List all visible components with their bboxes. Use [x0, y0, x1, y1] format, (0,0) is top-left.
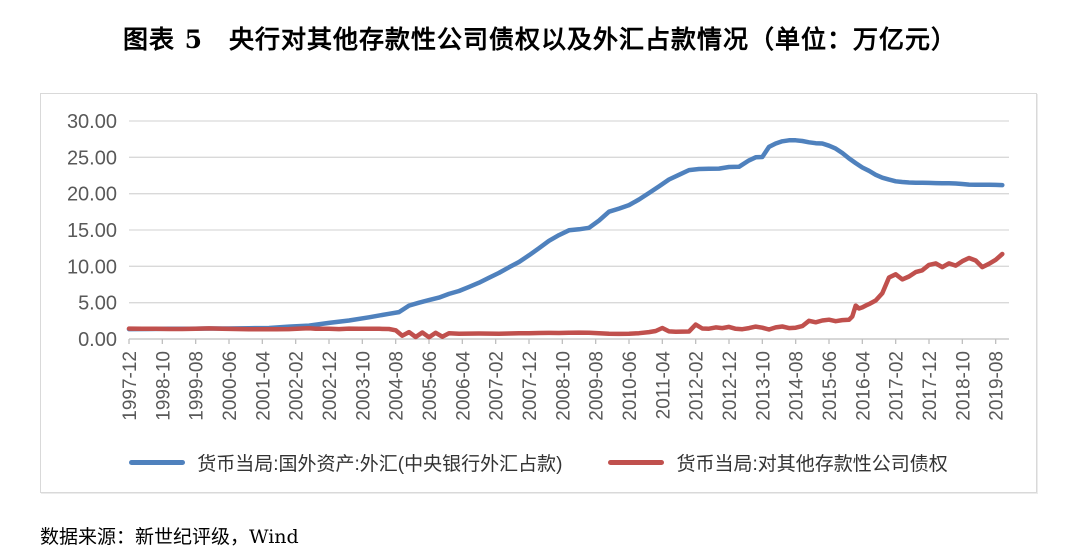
x-tick-label: 2002-12 — [320, 351, 341, 421]
x-tick-label: 1999-08 — [187, 351, 208, 421]
x-tick-label: 2017-02 — [887, 351, 908, 421]
y-tick-label: 25.00 — [67, 147, 117, 169]
legend-swatch-blue — [129, 460, 186, 465]
x-tick-label: 2006-04 — [453, 351, 474, 421]
x-tick-label: 2008-10 — [553, 351, 574, 421]
x-tick-label: 2005-06 — [420, 351, 441, 421]
series-line-0 — [126, 138, 1005, 332]
chart-legend: 货币当局:国外资产:外汇(中央银行外汇占款) 货币当局:对其他存款性公司债权 — [41, 449, 1036, 476]
y-tick-label: 10.00 — [67, 256, 117, 278]
x-tick-label: 2012-02 — [687, 351, 708, 421]
legend-label-claims: 货币当局:对其他存款性公司债权 — [676, 454, 948, 475]
y-tick-label: 5.00 — [78, 293, 117, 315]
x-tick-label: 2019-08 — [987, 351, 1008, 421]
y-tick-label: 15.00 — [67, 220, 117, 242]
line-chart-plot: 0.00 5.00 10.00 15.00 20.00 25.00 30.00 1997-12… — [67, 111, 1009, 421]
x-tick-label: 1997-12 — [120, 351, 141, 421]
x-tick-label: 2014-08 — [787, 351, 808, 421]
x-tick-label: 1998-10 — [153, 351, 174, 421]
chart-container: 0.00 5.00 10.00 15.00 20.00 25.00 30.00 1997-12… — [40, 93, 1037, 493]
x-tick-label: 2012-12 — [720, 351, 741, 421]
y-tick-label: 20.00 — [67, 184, 117, 206]
x-tick-label: 2000-06 — [220, 351, 241, 421]
x-tick-label: 2001-04 — [253, 351, 274, 421]
x-tick-label: 2013-10 — [753, 351, 774, 421]
x-tick-label: 2003-10 — [353, 351, 374, 421]
data-source-note: 数据来源：新世纪评级，Wind — [40, 526, 299, 548]
x-tick-label: 2017-12 — [920, 351, 941, 421]
y-tick-label: 0.00 — [78, 329, 117, 351]
x-tick-label: 2007-02 — [487, 351, 508, 421]
x-tick-label: 2010-06 — [620, 351, 641, 421]
x-tick-label: 2007-12 — [520, 351, 541, 421]
x-tick-label: 2018-10 — [953, 351, 974, 421]
x-tick-label: 2002-02 — [287, 351, 308, 421]
legend-item-claims[interactable]: 货币当局:对其他存款性公司债权 — [608, 449, 948, 476]
legend-item-fx[interactable]: 货币当局:国外资产:外汇(中央银行外汇占款) — [129, 449, 562, 476]
x-tick-label: 2009-08 — [587, 351, 608, 421]
legend-swatch-red — [608, 460, 665, 465]
x-tick-label: 2004-08 — [387, 351, 408, 421]
x-tick-label: 2016-04 — [853, 351, 874, 421]
x-tick-label: 2015-06 — [820, 351, 841, 421]
x-tick-label: 2011-04 — [653, 351, 674, 420]
series-line-1 — [126, 251, 1005, 340]
y-tick-label: 30.00 — [67, 111, 117, 133]
legend-label-fx: 货币当局:国外资产:外汇(中央银行外汇占款) — [197, 454, 563, 475]
chart-title: 图表 5 央行对其他存款性公司债权以及外汇占款情况（单位：万亿元） — [122, 25, 958, 54]
